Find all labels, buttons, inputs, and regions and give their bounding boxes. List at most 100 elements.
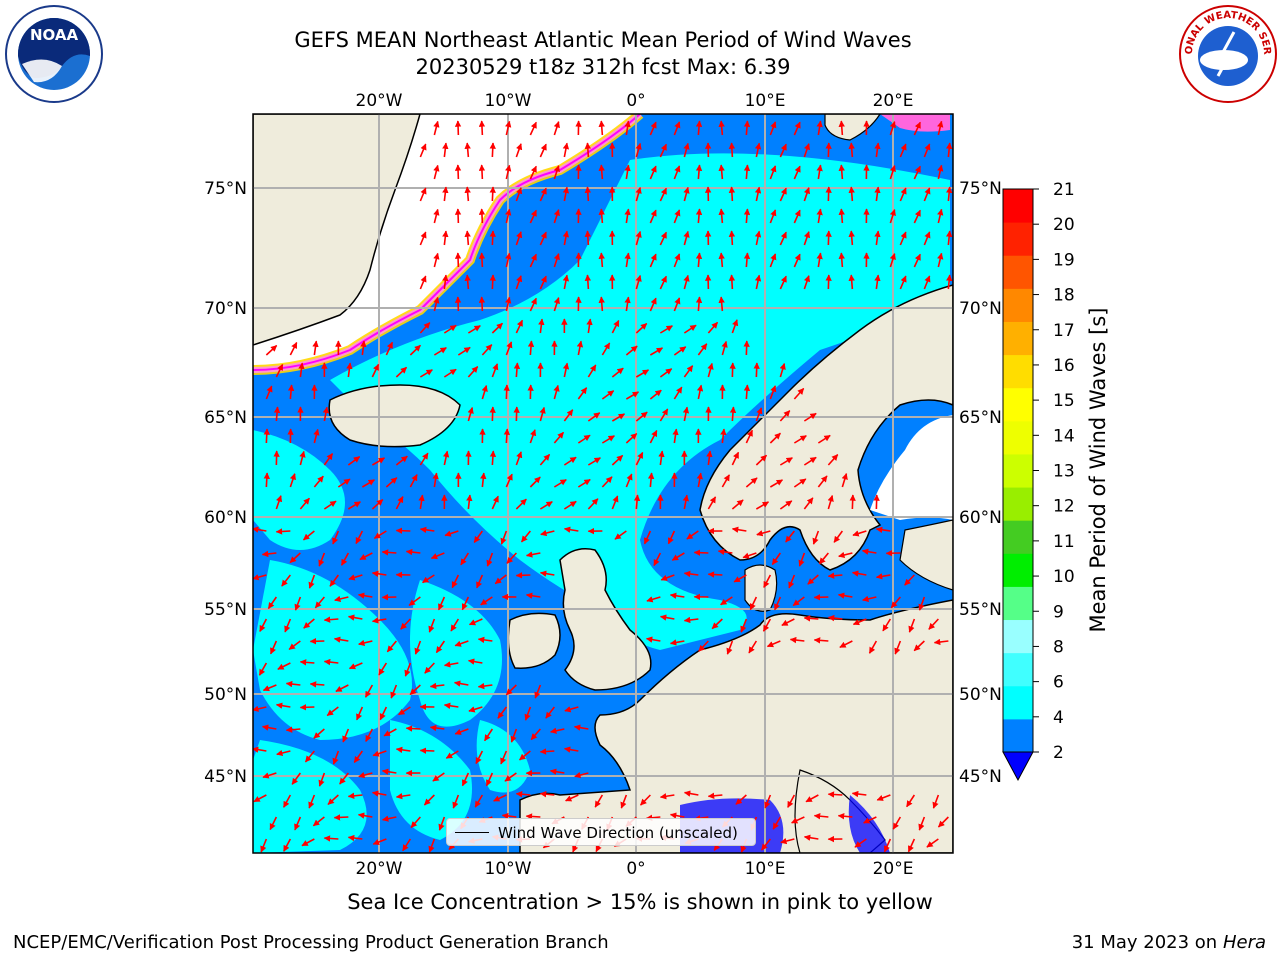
wind-wave-arrow xyxy=(481,344,493,356)
wind-wave-arrow xyxy=(721,474,731,488)
chart-title-line-1: GEFS MEAN Northeast Atlantic Mean Period… xyxy=(294,28,912,52)
wind-wave-arrow xyxy=(475,750,484,765)
wind-wave-arrow xyxy=(695,164,703,180)
wind-wave-arrow xyxy=(515,451,523,466)
wind-wave-arrow xyxy=(899,143,907,158)
wind-wave-arrow xyxy=(697,343,708,356)
wind-wave-arrow xyxy=(373,530,387,539)
wind-wave-arrow xyxy=(299,659,315,666)
wind-wave-arrow xyxy=(817,475,828,488)
wind-wave-arrow xyxy=(304,750,315,763)
legend-line-sample xyxy=(455,832,489,833)
wind-wave-arrow xyxy=(645,636,661,643)
wind-wave-arrow xyxy=(785,530,795,543)
wind-wave-arrow xyxy=(348,662,363,670)
wind-wave-arrow xyxy=(553,121,560,136)
wind-wave-arrow xyxy=(478,252,486,268)
wind-wave-arrow xyxy=(852,530,867,537)
wind-wave-arrow xyxy=(683,324,697,334)
wind-wave-arrow xyxy=(253,526,267,533)
wind-wave-arrow xyxy=(848,274,855,290)
wind-wave-arrow xyxy=(754,142,762,158)
wind-wave-arrow xyxy=(577,434,591,444)
wind-wave-arrow xyxy=(635,411,648,422)
wind-wave-arrow xyxy=(497,706,508,719)
wind-wave-arrow xyxy=(500,530,508,545)
wind-wave-arrow xyxy=(467,325,481,334)
wind-wave-arrow xyxy=(937,208,944,224)
wind-wave-arrow xyxy=(309,681,325,688)
wind-wave-arrow xyxy=(848,230,855,246)
wind-wave-arrow xyxy=(443,324,457,334)
wind-wave-arrow xyxy=(659,793,675,800)
wind-wave-arrow xyxy=(876,794,891,801)
wind-wave-arrow xyxy=(515,143,523,158)
wind-wave-arrow xyxy=(275,495,283,510)
wind-wave-arrow xyxy=(503,384,510,400)
colorbar-swatch xyxy=(1003,222,1033,256)
wind-wave-arrow xyxy=(276,749,291,757)
wind-wave-arrow xyxy=(673,209,681,224)
wind-wave-arrow xyxy=(273,406,281,422)
wind-wave-arrow xyxy=(334,595,349,603)
wind-wave-arrow xyxy=(504,772,517,782)
wind-wave-arrow xyxy=(525,592,541,599)
wind-wave-arrow xyxy=(625,391,640,400)
lon-tick-bottom-20e: 20°E xyxy=(873,859,914,879)
wind-wave-arrow xyxy=(718,164,725,180)
wind-wave-arrow xyxy=(505,684,517,696)
wind-wave-arrow xyxy=(598,296,605,312)
wind-wave-arrow xyxy=(337,478,351,488)
wind-wave-arrow xyxy=(660,574,675,581)
wind-wave-arrow xyxy=(611,495,619,510)
wind-wave-arrow xyxy=(539,570,555,577)
wind-wave-arrow xyxy=(265,385,273,400)
wind-wave-arrow xyxy=(635,369,650,378)
wind-wave-arrow xyxy=(827,454,839,466)
colorbar-swatch xyxy=(1003,387,1033,422)
wind-wave-arrow xyxy=(347,501,361,510)
wind-wave-arrow xyxy=(624,296,631,312)
wind-wave-arrow xyxy=(706,450,713,466)
gulf-of-bothnia xyxy=(870,415,953,520)
wind-wave-arrow xyxy=(423,794,435,806)
wind-wave-arrow xyxy=(769,253,777,268)
wind-wave-arrow xyxy=(868,640,878,654)
colorbar-swatch xyxy=(1003,553,1033,587)
wind-wave-arrow xyxy=(442,274,449,290)
wind-wave-arrow xyxy=(838,120,845,136)
wind-wave-arrow xyxy=(553,209,560,224)
wind-wave-arrow xyxy=(265,344,278,356)
wind-wave-arrow xyxy=(478,296,486,312)
wind-wave-arrow xyxy=(289,473,296,488)
wind-wave-arrow xyxy=(515,319,524,334)
wind-wave-arrow xyxy=(743,164,751,180)
wind-wave-arrow xyxy=(483,728,494,742)
wind-wave-arrow xyxy=(563,456,577,466)
wind-wave-arrow xyxy=(614,530,627,540)
wind-wave-arrow xyxy=(574,771,589,779)
wind-wave-arrow xyxy=(584,142,592,158)
wind-wave-arrow xyxy=(333,636,349,643)
land-finland-baltics xyxy=(899,519,953,591)
wind-wave-arrow xyxy=(848,186,855,202)
wind-wave-arrow xyxy=(587,364,597,378)
wind-wave-arrow xyxy=(649,121,657,136)
wind-wave-arrow xyxy=(402,838,412,852)
noaa-logo-icon: NOAA xyxy=(5,5,103,103)
wind-wave-arrow xyxy=(405,548,421,556)
wind-wave-arrow xyxy=(379,706,388,721)
wind-wave-arrow xyxy=(419,143,427,158)
wind-wave-arrow xyxy=(430,552,445,560)
wind-wave-arrow xyxy=(812,530,820,545)
wind-wave-arrow xyxy=(464,230,471,246)
wind-wave-arrow xyxy=(874,186,881,202)
wind-wave-arrow xyxy=(673,253,681,268)
wind-wave-arrow xyxy=(452,794,460,809)
wind-wave-arrow xyxy=(313,428,320,444)
wind-wave-arrow xyxy=(735,794,747,805)
wind-wave-arrow xyxy=(769,385,777,400)
wind-wave-arrow xyxy=(625,473,633,488)
wind-wave-arrow xyxy=(313,475,324,488)
wind-wave-arrow xyxy=(438,816,446,831)
